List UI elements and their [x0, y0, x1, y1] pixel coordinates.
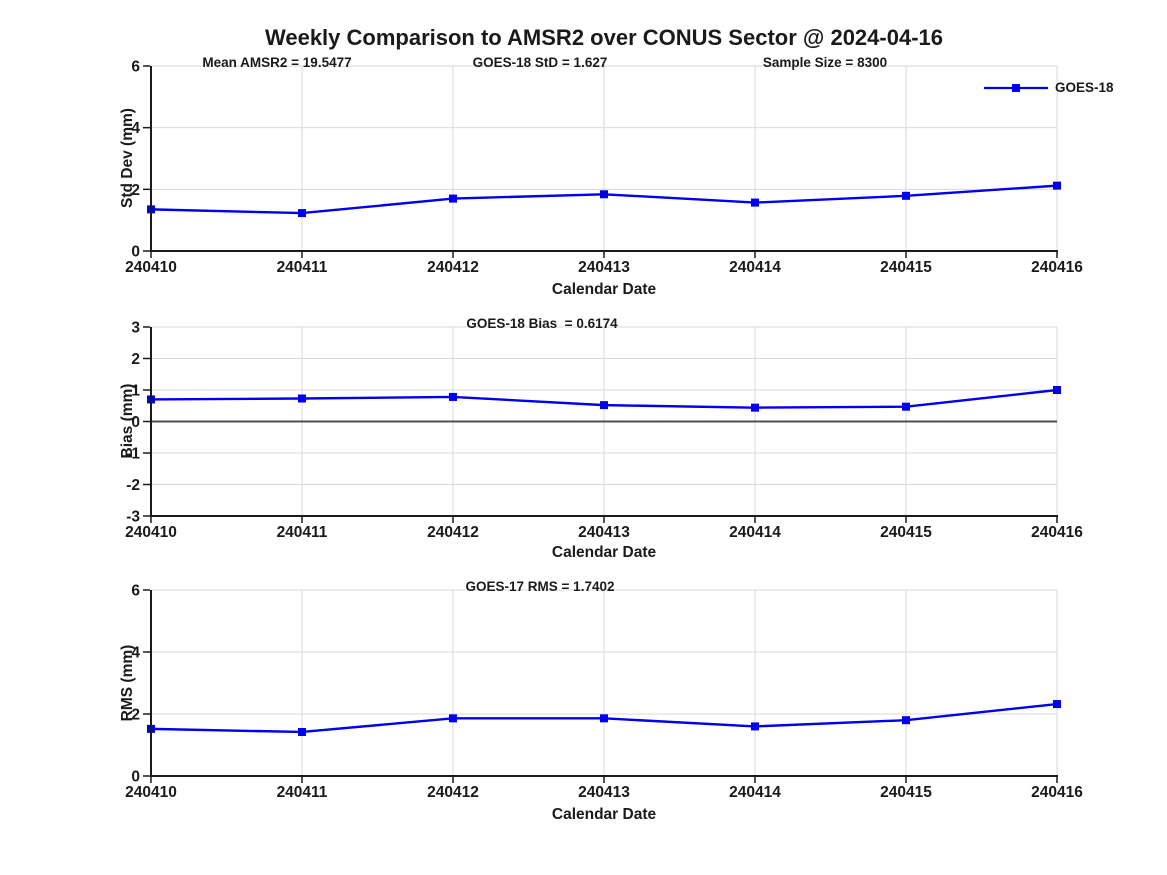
- y-tick-label: 1: [131, 383, 140, 400]
- data-point-marker: [449, 194, 457, 203]
- y-tick-label: 4: [131, 645, 140, 662]
- y-tick-label: -1: [126, 446, 140, 463]
- data-point-marker: [600, 714, 608, 723]
- x-tick-label: 240412: [427, 784, 479, 801]
- x-tick-label: 240416: [1031, 259, 1083, 276]
- y-tick-label: 2: [131, 707, 140, 724]
- x-tick-label: 240413: [578, 259, 630, 276]
- y-axis-label-std-dev: Std Dev (mm): [119, 108, 136, 208]
- data-point-marker: [751, 722, 759, 731]
- y-tick-label: 0: [131, 769, 140, 786]
- data-point-marker: [600, 190, 608, 199]
- y-tick-label: 3: [131, 320, 140, 337]
- x-tick-label: 240410: [125, 784, 177, 801]
- legend: GOES-18: [984, 80, 1114, 95]
- annotation-sample-size: Sample Size = 8300: [762, 55, 888, 70]
- x-tick-label: 240413: [578, 784, 630, 801]
- data-point-marker: [902, 716, 910, 725]
- y-axis-label-bias: Bias (mm): [119, 383, 136, 459]
- x-axis-label-rms: Calendar Date: [551, 806, 657, 823]
- data-point-marker: [1053, 700, 1061, 709]
- data-point-marker: [298, 394, 306, 403]
- data-point-marker: [449, 392, 457, 401]
- data-point-marker: [600, 401, 608, 410]
- x-tick-label: 240414: [729, 524, 781, 541]
- x-tick-label: 240410: [125, 524, 177, 541]
- legend-line-sample: [984, 83, 1048, 92]
- data-point-marker: [298, 727, 306, 736]
- data-point-marker: [298, 209, 306, 218]
- y-tick-label: 2: [131, 351, 140, 368]
- annotation-goes17-rms: GOES-17 RMS = 1.7402: [465, 579, 615, 594]
- y-tick-label: 6: [131, 583, 140, 600]
- y-tick-label: 6: [131, 59, 140, 76]
- x-tick-label: 240410: [125, 259, 177, 276]
- data-point-marker: [902, 402, 910, 411]
- x-axis-label-std-dev: Calendar Date: [551, 281, 657, 298]
- x-tick-label: 240412: [427, 524, 479, 541]
- y-tick-label: -2: [126, 477, 140, 494]
- x-tick-label: 240411: [277, 259, 328, 276]
- x-tick-label: 240414: [729, 784, 781, 801]
- y-tick-label: 4: [131, 120, 140, 137]
- data-point-marker: [1053, 386, 1061, 394]
- y-tick-label: 2: [131, 182, 140, 199]
- x-tick-label: 240414: [729, 259, 781, 276]
- y-axis-label-rms: RMS (mm): [119, 644, 136, 722]
- y-tick-label: 0: [131, 244, 140, 261]
- y-tick-label: 0: [131, 414, 140, 431]
- x-tick-label: 240415: [880, 524, 932, 541]
- data-point-marker: [902, 191, 910, 200]
- x-tick-label: 240411: [277, 784, 328, 801]
- annotation-mean-amsr2: Mean AMSR2 = 19.5477: [202, 55, 352, 70]
- x-tick-label: 240415: [880, 784, 932, 801]
- x-tick-label: 240412: [427, 259, 479, 276]
- data-point-marker: [449, 714, 457, 723]
- y-tick-label: -3: [126, 509, 140, 526]
- annotation-goes18-std: GOES-18 StD = 1.627: [472, 55, 608, 70]
- data-point-marker: [1053, 181, 1061, 190]
- legend-label: GOES-18: [1055, 80, 1114, 95]
- x-tick-label: 240411: [277, 524, 328, 541]
- x-axis-label-bias: Calendar Date: [551, 544, 657, 561]
- annotation-goes18-bias: GOES-18 Bias = 0.6174: [466, 316, 618, 331]
- data-point-marker: [751, 403, 759, 412]
- x-tick-label: 240416: [1031, 784, 1083, 801]
- x-tick-label: 240415: [880, 259, 932, 276]
- data-point-marker: [751, 198, 759, 207]
- chart-title: Weekly Comparison to AMSR2 over CONUS Se…: [264, 25, 943, 50]
- x-tick-label: 240416: [1031, 524, 1083, 541]
- x-tick-label: 240413: [578, 524, 630, 541]
